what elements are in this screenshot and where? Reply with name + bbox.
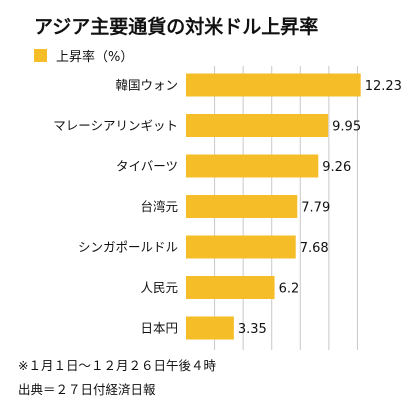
value-label: 6.2 — [279, 282, 300, 297]
legend-swatch — [34, 49, 47, 62]
value-label: 7.79 — [301, 201, 330, 216]
value-label: 3.35 — [238, 322, 267, 337]
value-label: 12.23 — [365, 79, 402, 94]
source-note: 出典＝２７日付経済日報 — [18, 382, 156, 397]
bar — [186, 73, 361, 97]
legend-label: 上昇率（%） — [56, 49, 133, 65]
category-label: 台湾元 — [140, 199, 178, 214]
category-label: 日本円 — [140, 321, 178, 336]
category-label: シンガポールドル — [78, 240, 178, 255]
value-label: 9.95 — [332, 120, 361, 135]
category-label: 人民元 — [140, 280, 178, 295]
chart-title: アジア主要通貨の対米ドル上昇率 — [34, 15, 318, 38]
value-label: 7.68 — [300, 241, 329, 256]
value-labels: 12.23 9.95 9.26 7.79 7.68 6.2 3.35 — [238, 79, 402, 337]
bar — [186, 195, 298, 218]
bar — [186, 235, 296, 259]
bar — [186, 276, 275, 299]
category-label: 韓国ウォン — [115, 78, 178, 93]
bar — [186, 154, 319, 178]
period-note: ※１月１日〜１２月２６日午後４時 — [18, 358, 216, 373]
category-label: マレーシアリンギット — [53, 118, 178, 133]
bar — [186, 316, 234, 340]
category-label: タイバーツ — [116, 159, 178, 174]
bars — [186, 73, 361, 340]
bar — [186, 114, 329, 137]
value-label: 9.26 — [322, 160, 351, 175]
